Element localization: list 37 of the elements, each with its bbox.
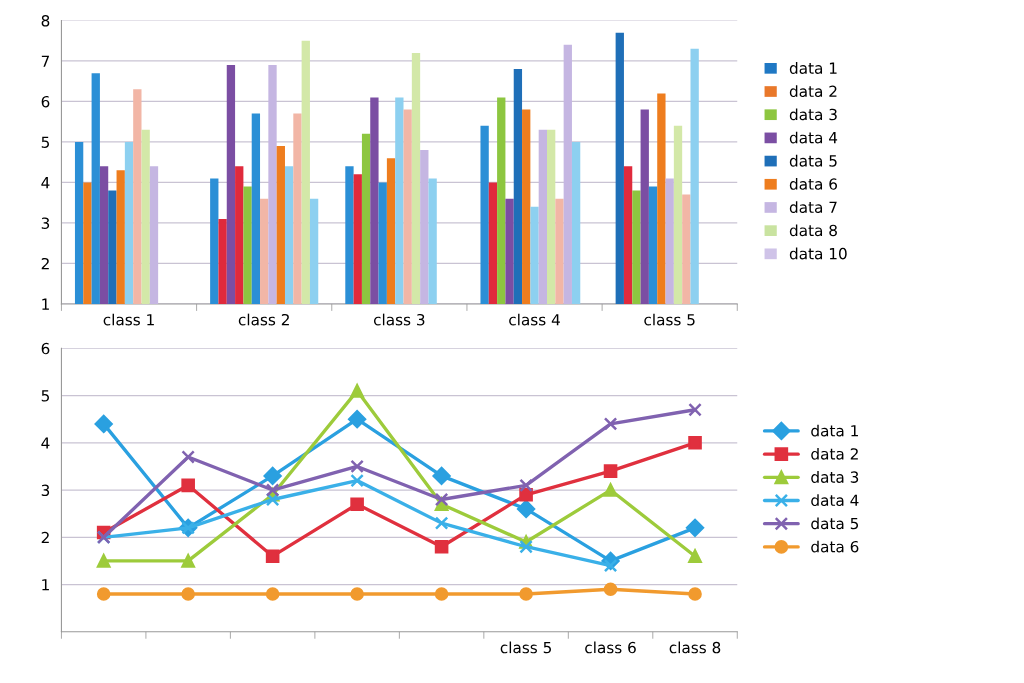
x-tick-label: class 8 — [669, 641, 721, 654]
y-tick-label: 3 — [41, 217, 50, 229]
y-tick-label: 7 — [41, 55, 50, 67]
y-tick-label: 5 — [41, 136, 49, 148]
y-tick-label: 6 — [41, 342, 50, 355]
x-tick-label: class 3 — [373, 313, 425, 326]
legend-label: data 3 — [811, 471, 859, 483]
legend-label: data 3 — [789, 108, 837, 121]
legend-label: data 1 — [811, 424, 858, 437]
legend-label: data 1 — [789, 62, 837, 74]
legend-label: data 5 — [811, 517, 859, 530]
legend-label: data 4 — [811, 494, 859, 507]
legend-label: data 10 — [789, 247, 847, 260]
x-tick-label: class 5 — [644, 313, 695, 326]
y-tick-label: 2 — [41, 531, 49, 544]
legend-label: data 6 — [811, 540, 859, 553]
legend-label: data 8 — [789, 224, 837, 237]
legend-label: data 7 — [789, 201, 837, 214]
y-tick-label: 5 — [41, 390, 49, 402]
legend-label: data 2 — [789, 85, 837, 98]
legend-label: data 6 — [789, 178, 838, 190]
y-tick-label: 1 — [42, 298, 49, 310]
y-tick-label: 8 — [41, 14, 50, 27]
x-tick-label: class 5 — [500, 641, 551, 654]
x-tick-label: class 4 — [509, 313, 560, 326]
legend-label: data 2 — [811, 447, 858, 460]
y-tick-label: 3 — [41, 484, 50, 497]
y-tick-label: 4 — [41, 437, 50, 449]
legend-label: data 4 — [789, 131, 838, 144]
x-tick-label: class 1 — [103, 313, 154, 326]
y-tick-label: 6 — [41, 95, 50, 108]
x-tick-label: class 6 — [585, 641, 636, 654]
y-tick-label: 2 — [41, 257, 49, 270]
y-tick-label: 4 — [41, 177, 50, 189]
legend-label: data 5 — [789, 154, 837, 167]
x-tick-label: class 2 — [238, 313, 289, 326]
y-tick-label: 1 — [42, 579, 49, 591]
